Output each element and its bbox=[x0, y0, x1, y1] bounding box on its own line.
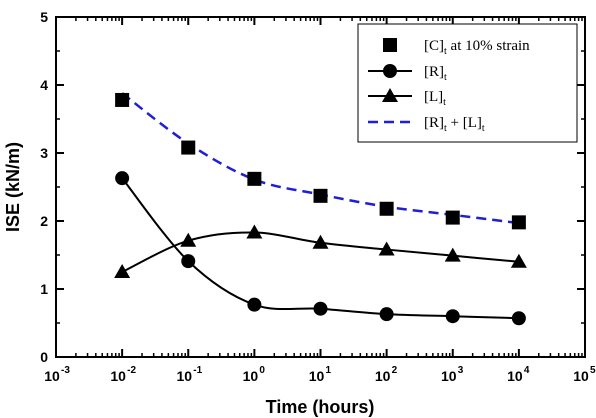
y-tick-label: 0 bbox=[40, 349, 48, 365]
y-tick-label: 2 bbox=[40, 213, 48, 229]
x-tick-label: 10 bbox=[44, 368, 60, 384]
data-point-square bbox=[511, 215, 526, 230]
data-point-circle bbox=[379, 307, 394, 322]
x-tick-exponent: -2 bbox=[127, 365, 136, 376]
x-tick-exponent: 3 bbox=[458, 365, 464, 376]
axis-ticks bbox=[55, 16, 586, 358]
data-point-triangle bbox=[246, 224, 263, 239]
x-tick-exponent: 2 bbox=[392, 365, 398, 376]
x-tick-label: 10 bbox=[176, 368, 192, 384]
series-markers bbox=[114, 92, 527, 326]
x-tick-label: 10 bbox=[110, 368, 126, 384]
x-tick-exponent: -3 bbox=[61, 365, 70, 376]
data-point-circle bbox=[247, 297, 262, 312]
data-point-square bbox=[181, 140, 196, 155]
y-axis-title: ISE (kN/m) bbox=[3, 142, 23, 232]
data-point-square bbox=[115, 92, 130, 107]
y-tick-label: 5 bbox=[40, 9, 48, 25]
legend-label-1: [R]t bbox=[424, 64, 447, 83]
x-tick-label: 10 bbox=[243, 368, 259, 384]
x-tick-exponent: 5 bbox=[590, 365, 596, 376]
x-tick-label: 10 bbox=[309, 368, 325, 384]
data-point-circle bbox=[181, 254, 196, 269]
data-point-triangle bbox=[180, 232, 197, 247]
x-tick-exponent: 1 bbox=[326, 365, 332, 376]
legend-marker-square bbox=[383, 38, 397, 52]
x-axis-title: Time (hours) bbox=[266, 397, 375, 417]
x-tick-label: 10 bbox=[375, 368, 391, 384]
x-tick-label: 10 bbox=[507, 368, 523, 384]
legend-label-3: [R]t + [L]t bbox=[424, 115, 485, 134]
data-point-square bbox=[379, 201, 394, 216]
legend-marker-circle bbox=[383, 64, 397, 78]
data-point-triangle bbox=[378, 241, 395, 256]
data-point-triangle bbox=[510, 253, 527, 268]
legend-marker-triangle bbox=[382, 88, 398, 102]
data-point-triangle bbox=[114, 264, 131, 278]
legend-label-0: [C]t at 10% strain bbox=[424, 38, 530, 57]
data-point-square bbox=[445, 210, 460, 225]
data-point-triangle bbox=[312, 234, 329, 249]
data-point-square bbox=[313, 188, 328, 203]
legend: [C]t at 10% strain [R]t [L]t [R]t + [L]t bbox=[357, 23, 578, 143]
legend-box bbox=[357, 23, 578, 143]
data-point-circle bbox=[115, 171, 130, 186]
y-tick-label: 3 bbox=[40, 145, 48, 161]
data-point-circle bbox=[445, 309, 460, 324]
x-tick-exponent: -1 bbox=[193, 365, 202, 376]
data-point-circle bbox=[313, 301, 328, 316]
data-point-square bbox=[247, 171, 262, 186]
x-tick-exponent: 4 bbox=[524, 365, 530, 376]
y-tick-label: 4 bbox=[40, 77, 48, 93]
x-tick-exponent: 0 bbox=[259, 365, 265, 376]
x-tick-label: 10 bbox=[441, 368, 457, 384]
x-tick-label: 10 bbox=[573, 368, 589, 384]
y-tick-label: 1 bbox=[40, 281, 48, 297]
legend-label-2: [L]t bbox=[424, 89, 446, 108]
data-point-triangle bbox=[444, 247, 461, 262]
data-point-circle bbox=[511, 311, 526, 326]
